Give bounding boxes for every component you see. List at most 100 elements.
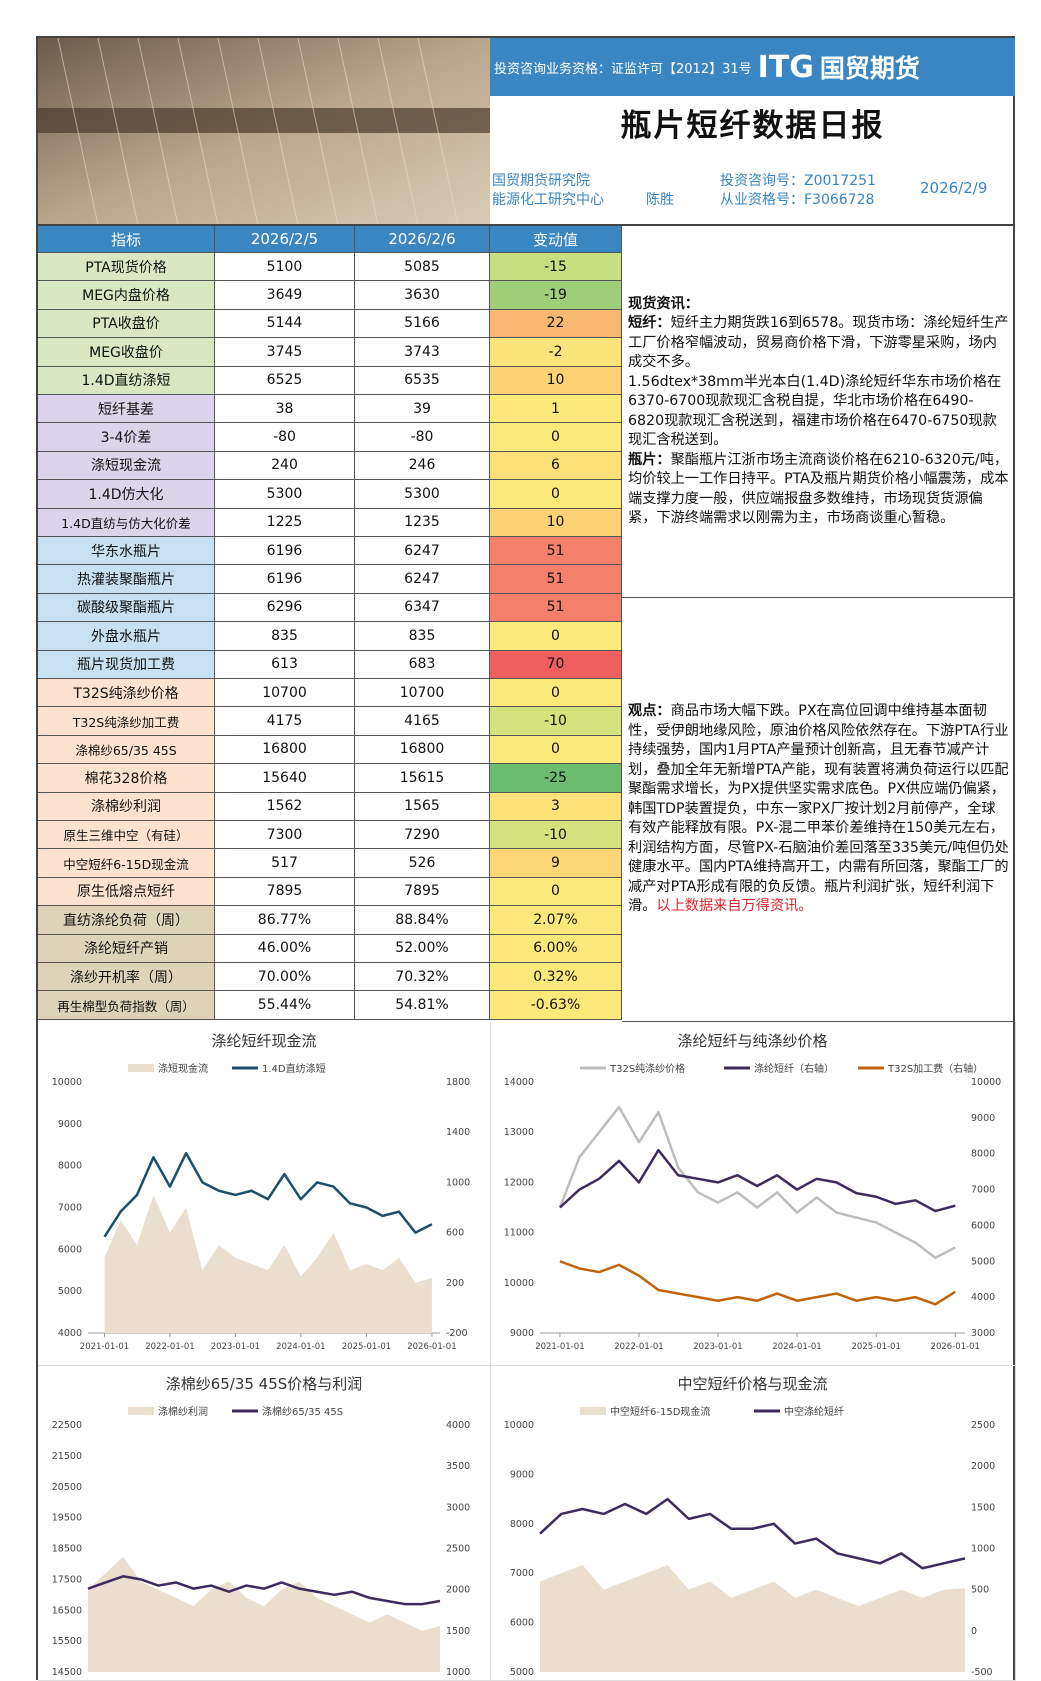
y2-tick-label: 0 [971,1626,977,1637]
y-tick-label: 10000 [504,1278,534,1289]
author: 陈胜 [646,192,674,208]
y2-tick-label: 3000 [446,1502,470,1513]
value-cell: 3630 [355,281,490,310]
y2-tick-label: 1000 [446,1667,470,1678]
logo-mark: ITG [757,49,814,85]
value-cell: 517 [215,849,355,878]
y2-tick-label: 500 [971,1585,989,1596]
indicator: T32S纯涤纱加工费 [38,707,215,736]
value-cell: 70.32% [355,963,490,992]
legend-swatch [128,1064,154,1072]
y-tick-label: 17500 [52,1574,82,1585]
y-tick-label: 5000 [58,1286,82,1297]
y-tick-label: 19500 [52,1513,82,1524]
x-tick-label: 2026-01-01 [931,1342,980,1352]
indicator: PTA收盘价 [38,309,215,339]
value-cell: 55.44% [215,991,355,1020]
value-cell: 1562 [215,792,355,821]
indicator: 再生棉型负荷指数（周） [38,991,215,1020]
change-cell: 0 [490,622,622,651]
y-tick-label: 8000 [58,1161,82,1172]
value-cell: -80 [355,423,490,452]
column-header: 2026/2/6 [355,226,490,253]
x-tick-label: 2024-01-01 [276,1342,325,1352]
x-tick-label: 2024-01-01 [772,1342,821,1352]
x-tick-label: 2025-01-01 [342,1342,391,1352]
text-run: 瓶片： [628,451,671,468]
value-cell: 5100 [215,253,355,282]
y-tick-label: 7000 [58,1203,82,1214]
chart-title: 涤棉纱65/35 45S价格与利润 [166,1375,363,1393]
value-cell: 5085 [355,253,490,282]
y-tick-label: 6000 [58,1244,82,1255]
y2-tick-label: 600 [446,1228,464,1239]
indicator: MEG收盘价 [38,338,215,367]
y-tick-label: 22500 [52,1420,82,1431]
y-tick-label: 11000 [504,1228,534,1239]
text-run: 观点： [628,703,671,720]
institute: 国贸期货研究院 [492,173,590,189]
value-cell: 16800 [355,735,490,765]
change-cell: 6 [490,451,622,481]
header-band: 投资咨询业务资格：证监许可【2012】31号 ITG 国贸期货 [490,38,1015,96]
value-cell: 683 [355,650,490,679]
indicator: 棉花328价格 [38,764,215,793]
change-cell: -19 [490,281,622,310]
indicator: 涤纱开机率（周） [38,963,215,992]
change-cell: -10 [490,707,622,736]
column-header: 指标 [38,226,215,253]
y-tick-label: 6000 [510,1618,534,1629]
indicator: 1.4D直纺涤短 [38,366,215,395]
spot-section: 现货资讯： 短纤：短纤主力期货跌16到6578。现货市场：涤纶短纤生产工厂价格窄… [622,226,1015,598]
y-tick-label: 20500 [52,1482,82,1493]
staple-paragraph: 短纤：短纤主力期货跌16到6578。现货市场：涤纶短纤生产工厂价格窄幅波动，贸易… [628,314,1009,373]
report-title: 瓶片短纤数据日报 [620,108,885,144]
value-cell: 240 [215,451,355,481]
y2-tick-label: 4000 [446,1420,470,1431]
indicator: 原生低熔点短纤 [38,877,215,907]
legend-label: 涤棉纱65/35 45S [262,1405,343,1418]
y2-tick-label: -200 [446,1328,468,1339]
indicator: 瓶片现货加工费 [38,650,215,679]
y2-tick-label: 7000 [971,1185,995,1196]
y-tick-label: 7000 [510,1568,534,1579]
value-cell: 10700 [355,679,490,708]
change-cell: 1 [490,395,622,424]
legend-label: 中空涤纶短纤 [784,1405,844,1418]
indicator: 涤棉纱利润 [38,792,215,821]
center: 能源化工研究中心 [492,192,604,208]
staple-detail: 1.56dtex*38mm半光本白(1.4D)涤纶短纤华东市场价格在6370-6… [628,373,1002,449]
change-cell: 0 [490,423,622,452]
y2-tick-label: 3000 [971,1328,995,1339]
y2-tick-label: 8000 [971,1149,995,1160]
value-cell: 5166 [355,309,490,339]
text-run: 短纤： [628,315,671,331]
value-cell: 54.81% [355,991,490,1020]
change-cell: 51 [490,565,622,594]
value-cell: 6296 [215,593,355,623]
value-cell: 835 [355,622,490,651]
y2-tick-label: 9000 [971,1113,995,1124]
change-cell: 0.32% [490,963,622,992]
y-tick-label: 10000 [504,1420,534,1431]
y-tick-label: 4000 [58,1328,82,1339]
line [87,1575,441,1606]
x-tick-label: 2022-01-01 [145,1342,194,1352]
value-cell: 5144 [215,309,355,339]
y-tick-label: 18500 [52,1544,82,1555]
legend-swatch [128,1407,154,1415]
y2-tick-label: 1500 [446,1626,470,1637]
y-tick-label: 9000 [58,1119,82,1130]
y-tick-label: 8000 [510,1519,534,1530]
x-tick-label: 2026-01-01 [407,1342,456,1352]
line [559,1260,956,1306]
value-cell: 15615 [355,764,490,793]
x-tick-label: 2023-01-01 [693,1342,742,1352]
y-tick-label: 9000 [510,1469,534,1480]
y-tick-label: 5000 [510,1667,534,1678]
value-cell: 16800 [215,735,355,765]
value-cell: 5300 [355,480,490,509]
change-cell: 10 [490,508,622,537]
indicator: 1.4D直纺与仿大化价差 [38,508,215,537]
change-cell: 0 [490,735,622,765]
